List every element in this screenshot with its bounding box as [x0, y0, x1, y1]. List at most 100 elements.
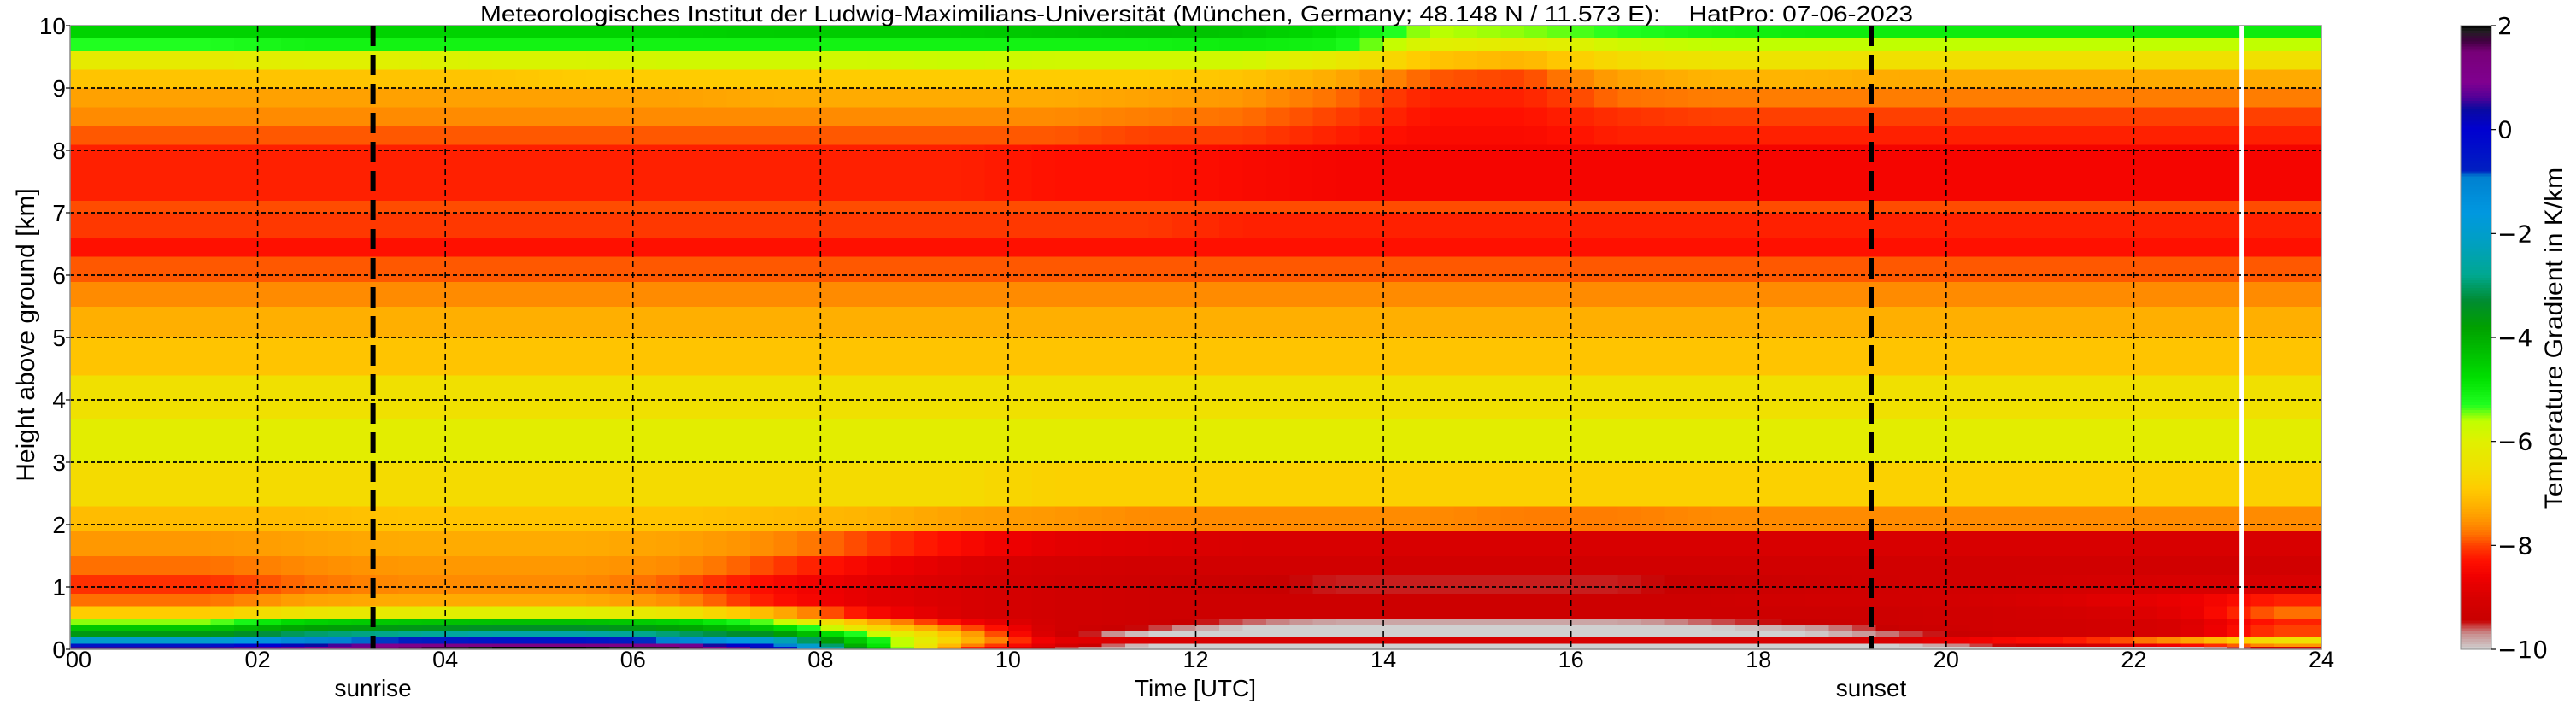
- colorbar-segment: [2461, 241, 2491, 245]
- heatmap-cell: [1289, 418, 1314, 463]
- heatmap-cell: [398, 125, 423, 145]
- heatmap-cell: [1218, 618, 1243, 625]
- heatmap-cell: [2274, 506, 2299, 531]
- heatmap-cell: [1734, 144, 1759, 201]
- heatmap-cell: [1875, 144, 1900, 201]
- heatmap-cell: [187, 106, 212, 126]
- heatmap-cell: [2274, 106, 2299, 126]
- heatmap-cell: [234, 337, 259, 376]
- heatmap-cell: [914, 506, 939, 531]
- heatmap-cell: [2180, 50, 2205, 70]
- heatmap-cell: [1007, 50, 1032, 70]
- colorbar-segment: [2461, 288, 2491, 291]
- heatmap-cell: [1828, 200, 1853, 214]
- heatmap-cell: [2039, 531, 2064, 557]
- heatmap-cell: [773, 200, 798, 214]
- heatmap-cell: [1758, 144, 1783, 201]
- colorbar-segment: [2461, 166, 2491, 169]
- heatmap-cell: [703, 125, 728, 145]
- heatmap-cell: [468, 306, 493, 338]
- heatmap-cell: [1429, 506, 1455, 531]
- heatmap-cell: [1148, 574, 1173, 594]
- heatmap-cell: [281, 506, 306, 531]
- heatmap-cell: [210, 337, 235, 376]
- heatmap-cell: [2297, 374, 2322, 419]
- heatmap-cell: [726, 531, 751, 557]
- heatmap-cell: [961, 618, 986, 625]
- heatmap-cell: [890, 88, 915, 108]
- heatmap-cell: [890, 306, 915, 338]
- heatmap-cell: [914, 50, 939, 70]
- heatmap-cell: [257, 337, 282, 376]
- heatmap-cell: [374, 38, 399, 51]
- heatmap-cell: [820, 646, 845, 650]
- heatmap-cell: [1078, 462, 1103, 507]
- heatmap-cell: [163, 50, 188, 70]
- heatmap-cell: [2110, 574, 2135, 594]
- heatmap-cell: [515, 88, 540, 108]
- heatmap-cell: [937, 256, 962, 282]
- colorbar-segment: [2461, 269, 2491, 273]
- heatmap-cell: [468, 642, 493, 647]
- heatmap-cell: [2203, 642, 2228, 647]
- heatmap-cell: [2063, 418, 2088, 463]
- heatmap-cell: [1476, 144, 1501, 201]
- heatmap-cell: [1101, 462, 1126, 507]
- heatmap-cell: [585, 306, 610, 338]
- heatmap-cell: [1687, 38, 1712, 51]
- heatmap-cell: [374, 125, 399, 145]
- heatmap-cell: [2063, 213, 2088, 238]
- heatmap-cell: [1664, 238, 1689, 257]
- heatmap-cell: [585, 574, 610, 594]
- heatmap-cell: [281, 637, 306, 644]
- heatmap-cell: [1922, 200, 1947, 214]
- colorbar-segment: [2461, 114, 2491, 118]
- heatmap-cell: [890, 531, 915, 557]
- heatmap-cell: [820, 637, 845, 644]
- heatmap-cell: [1570, 238, 1595, 257]
- heatmap-cell: [1594, 374, 1619, 419]
- heatmap-cell: [1594, 605, 1619, 619]
- heatmap-cell: [609, 642, 634, 647]
- heatmap-cell: [1500, 238, 1525, 257]
- heatmap-cell: [1172, 605, 1197, 619]
- heatmap-cell: [1218, 593, 1243, 607]
- heatmap-cell: [327, 418, 352, 463]
- heatmap-cell: [1148, 306, 1173, 338]
- heatmap-cell: [327, 125, 352, 145]
- heatmap-cell: [1805, 631, 1830, 637]
- colorbar-segment: [2461, 59, 2491, 63]
- heatmap-cell: [1594, 637, 1619, 644]
- heatmap-cell: [585, 38, 610, 51]
- heatmap-cell: [914, 605, 939, 619]
- heatmap-cell: [2016, 238, 2041, 257]
- heatmap-cell: [1195, 337, 1220, 376]
- heatmap-cell: [2133, 462, 2158, 507]
- heatmap-cell: [304, 418, 329, 463]
- heatmap-cell: [1828, 213, 1853, 238]
- heatmap-cell: [2274, 605, 2299, 619]
- heatmap-cell: [374, 374, 399, 419]
- heatmap-cell: [70, 631, 95, 637]
- colorbar-segment: [2461, 150, 2491, 154]
- heatmap-cell: [1898, 50, 1923, 70]
- heatmap-cell: [1125, 574, 1150, 594]
- heatmap-cell: [1101, 618, 1126, 625]
- heatmap-cell: [327, 462, 352, 507]
- heatmap-cell: [140, 555, 165, 575]
- heatmap-cell: [2274, 125, 2299, 145]
- colorbar-segment: [2461, 290, 2491, 294]
- heatmap-cell: [1969, 418, 1994, 463]
- heatmap-cell: [1242, 462, 1267, 507]
- heatmap-cell: [1031, 646, 1056, 650]
- heatmap-cell: [1406, 418, 1431, 463]
- heatmap-cell: [281, 281, 306, 308]
- heatmap-cell: [1312, 200, 1337, 214]
- colorbar-segment: [2461, 506, 2491, 510]
- heatmap-cell: [1101, 38, 1126, 51]
- heatmap-cell: [1500, 26, 1525, 39]
- heatmap-cell: [281, 574, 306, 594]
- heatmap-cell: [351, 200, 376, 214]
- heatmap-cell: [1031, 462, 1056, 507]
- heatmap-cell: [2110, 462, 2135, 507]
